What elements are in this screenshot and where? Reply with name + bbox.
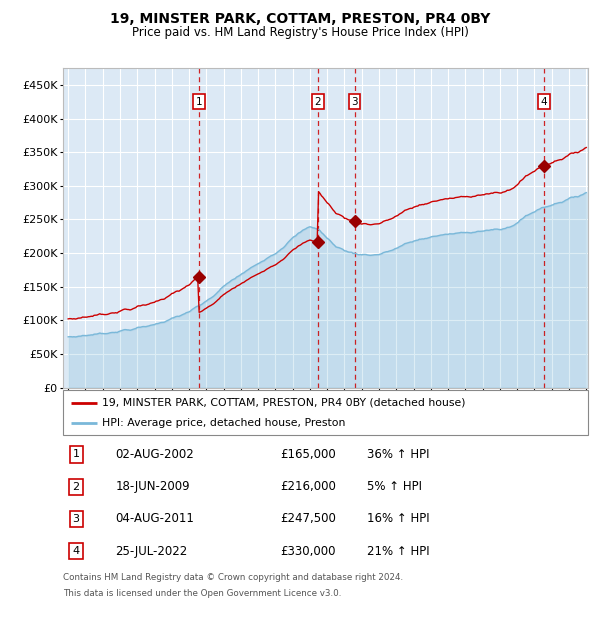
Text: 3: 3	[73, 514, 80, 524]
Text: 3: 3	[351, 97, 358, 107]
Text: £165,000: £165,000	[280, 448, 336, 461]
Text: 2: 2	[314, 97, 321, 107]
FancyBboxPatch shape	[63, 390, 588, 435]
Text: 4: 4	[541, 97, 547, 107]
Text: 1: 1	[73, 450, 80, 459]
Text: 5% ↑ HPI: 5% ↑ HPI	[352, 480, 422, 493]
Text: Price paid vs. HM Land Registry's House Price Index (HPI): Price paid vs. HM Land Registry's House …	[131, 26, 469, 39]
Text: £330,000: £330,000	[281, 545, 336, 557]
Text: 21% ↑ HPI: 21% ↑ HPI	[352, 545, 430, 557]
Text: 1: 1	[196, 97, 202, 107]
Text: 02-AUG-2002: 02-AUG-2002	[115, 448, 194, 461]
Text: 36% ↑ HPI: 36% ↑ HPI	[352, 448, 429, 461]
Text: 2: 2	[73, 482, 80, 492]
Text: 16% ↑ HPI: 16% ↑ HPI	[352, 513, 430, 525]
Text: HPI: Average price, detached house, Preston: HPI: Average price, detached house, Pres…	[103, 418, 346, 428]
Text: 19, MINSTER PARK, COTTAM, PRESTON, PR4 0BY: 19, MINSTER PARK, COTTAM, PRESTON, PR4 0…	[110, 12, 490, 27]
Text: 25-JUL-2022: 25-JUL-2022	[115, 545, 188, 557]
Text: 18-JUN-2009: 18-JUN-2009	[115, 480, 190, 493]
Text: 19, MINSTER PARK, COTTAM, PRESTON, PR4 0BY (detached house): 19, MINSTER PARK, COTTAM, PRESTON, PR4 0…	[103, 397, 466, 408]
Text: 4: 4	[73, 546, 80, 556]
Text: 04-AUG-2011: 04-AUG-2011	[115, 513, 194, 525]
Text: This data is licensed under the Open Government Licence v3.0.: This data is licensed under the Open Gov…	[63, 589, 341, 598]
Text: Contains HM Land Registry data © Crown copyright and database right 2024.: Contains HM Land Registry data © Crown c…	[63, 574, 403, 583]
Text: £247,500: £247,500	[280, 513, 336, 525]
Text: £216,000: £216,000	[280, 480, 336, 493]
